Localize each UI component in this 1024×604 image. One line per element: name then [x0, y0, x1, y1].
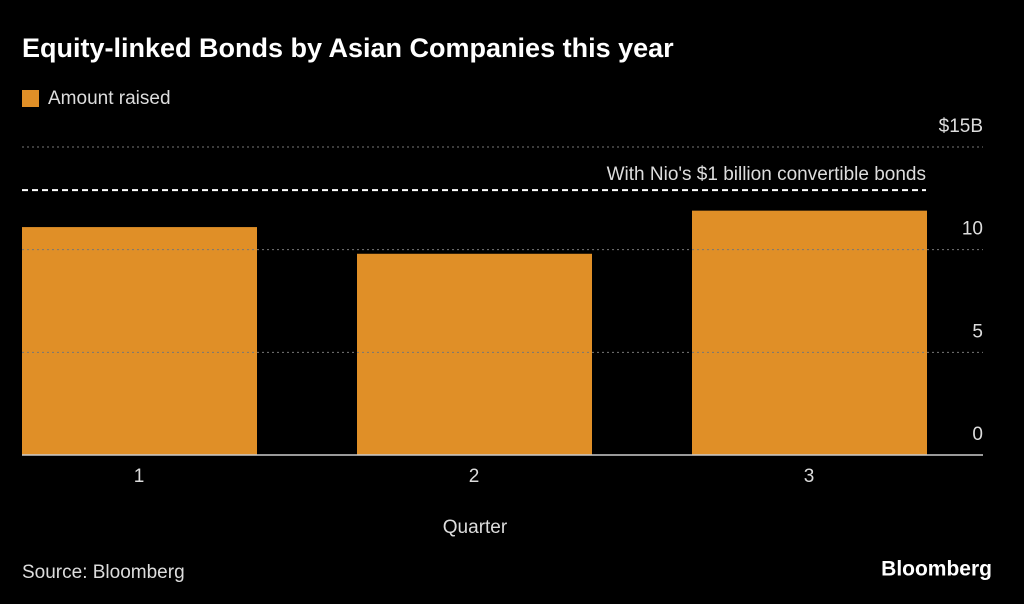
y-tick-label: 5 [972, 321, 983, 342]
y-tick-label: 0 [972, 424, 983, 445]
y-tick-label: $15B [939, 116, 983, 137]
x-tick-label: 3 [804, 466, 815, 487]
legend-swatch [22, 90, 39, 107]
legend-label: Amount raised [48, 88, 171, 109]
reference-label: With Nio's $1 billion convertible bonds [607, 164, 926, 185]
bar [692, 210, 927, 455]
source: Source: Bloomberg [22, 562, 185, 583]
chart-title: Equity-linked Bonds by Asian Companies t… [22, 33, 674, 63]
x-tick-label: 2 [469, 466, 480, 487]
brand: Bloomberg [881, 558, 992, 581]
x-axis-label: Quarter [443, 517, 508, 538]
x-tick-label: 1 [134, 466, 145, 487]
bar [357, 253, 592, 455]
bar [22, 227, 257, 455]
y-tick-label: 10 [962, 219, 983, 240]
